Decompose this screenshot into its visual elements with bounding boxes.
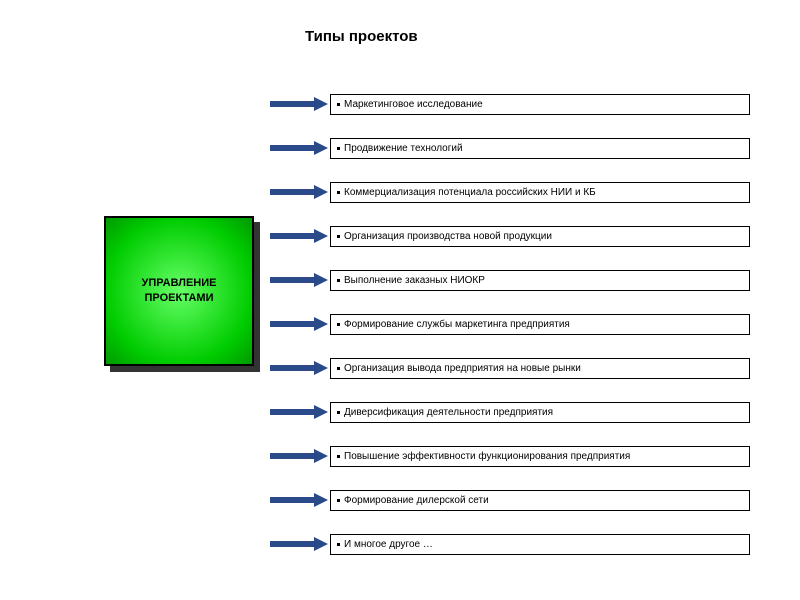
item-label: Формирование службы маркетинга предприят… [344,319,570,330]
item-box: Маркетинговое исследование [330,94,750,115]
bullet-icon [337,103,340,106]
item-row: Продвижение технологий [270,134,750,162]
item-box: Формирование дилерской сети [330,490,750,511]
arrow-icon [270,273,330,287]
bullet-icon [337,411,340,414]
main-box: УПРАВЛЕНИЕ ПРОЕКТАМИ [104,216,254,366]
item-row: Повышение эффективности функционирования… [270,442,750,470]
item-box: Организация вывода предприятия на новые … [330,358,750,379]
bullet-icon [337,147,340,150]
item-label: Диверсификация деятельности предприятия [344,407,553,418]
item-box: Продвижение технологий [330,138,750,159]
bullet-icon [337,543,340,546]
bullet-icon [337,191,340,194]
arrow-icon [270,361,330,375]
item-row: Маркетинговое исследование [270,90,750,118]
main-box-label: УПРАВЛЕНИЕ ПРОЕКТАМИ [106,276,252,307]
page-title: Типы проектов [305,28,418,45]
items-container: Маркетинговое исследование Продвижение т… [270,90,750,574]
arrow-icon [270,537,330,551]
item-row: Выполнение заказных НИОКР [270,266,750,294]
item-label: Маркетинговое исследование [344,99,483,110]
arrow-icon [270,185,330,199]
bullet-icon [337,279,340,282]
item-label: Организация вывода предприятия на новые … [344,363,581,374]
bullet-icon [337,235,340,238]
item-row: Формирование службы маркетинга предприят… [270,310,750,338]
item-label: Выполнение заказных НИОКР [344,275,485,286]
bullet-icon [337,367,340,370]
item-box: Формирование службы маркетинга предприят… [330,314,750,335]
item-label: Повышение эффективности функционирования… [344,451,630,462]
item-row: Коммерциализация потенциала российских Н… [270,178,750,206]
item-box: Выполнение заказных НИОКР [330,270,750,291]
item-label: И многое другое … [344,539,433,550]
item-row: И многое другое … [270,530,750,558]
item-box: Организация производства новой продукции [330,226,750,247]
arrow-icon [270,229,330,243]
arrow-icon [270,317,330,331]
item-box: Диверсификация деятельности предприятия [330,402,750,423]
bullet-icon [337,455,340,458]
item-row: Диверсификация деятельности предприятия [270,398,750,426]
bullet-icon [337,323,340,326]
item-row: Формирование дилерской сети [270,486,750,514]
item-row: Организация вывода предприятия на новые … [270,354,750,382]
item-row: Организация производства новой продукции [270,222,750,250]
item-label: Формирование дилерской сети [344,495,489,506]
item-box: Коммерциализация потенциала российских Н… [330,182,750,203]
item-label: Продвижение технологий [344,143,463,154]
bullet-icon [337,499,340,502]
item-box: Повышение эффективности функционирования… [330,446,750,467]
arrow-icon [270,449,330,463]
arrow-icon [270,405,330,419]
arrow-icon [270,141,330,155]
arrow-icon [270,97,330,111]
arrow-icon [270,493,330,507]
item-label: Организация производства новой продукции [344,231,552,242]
item-box: И многое другое … [330,534,750,555]
item-label: Коммерциализация потенциала российских Н… [344,187,596,198]
